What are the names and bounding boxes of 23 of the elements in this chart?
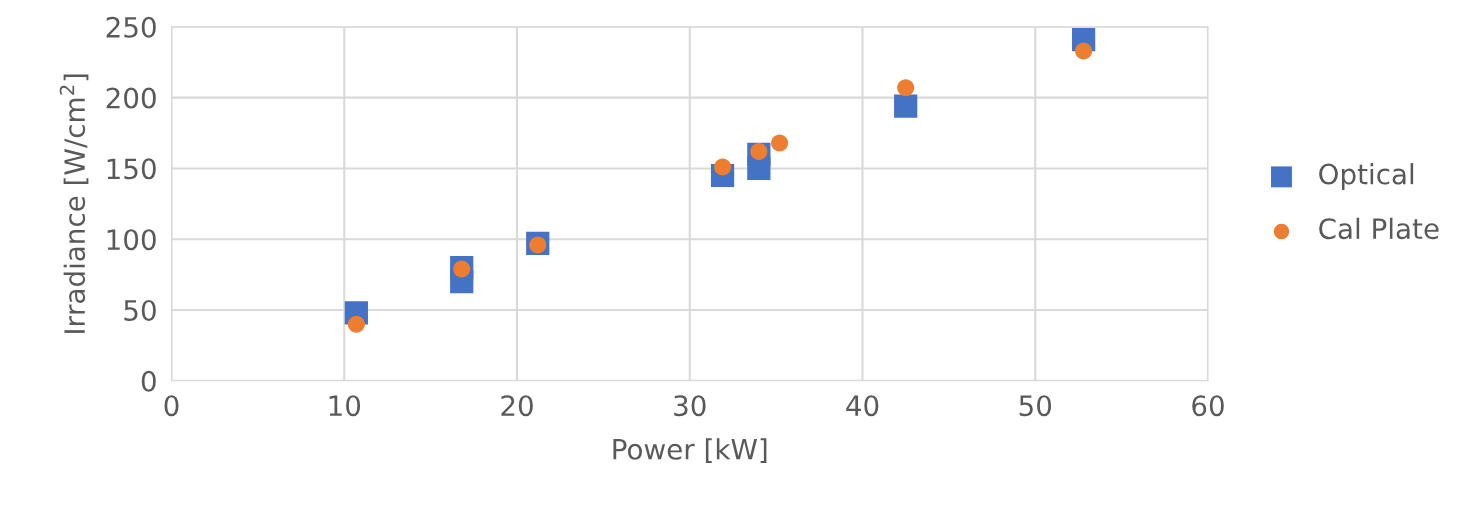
point [347,315,365,333]
x-tick-label: 60 [1192,395,1224,417]
x-tick-label: 40 [846,395,879,417]
x-tick-label: 10 [329,395,361,417]
y-axis-title: Irradiance [W/cm$^{2}$] [59,74,89,333]
y-tick-label: 150 [107,158,156,180]
y-tick-label: 100 [107,229,156,251]
point [771,134,789,152]
x-tick-label: 0 [164,395,179,417]
legend-label: Optical [1319,163,1414,190]
x-tick-label: 30 [674,395,706,417]
y-tick-label: 200 [106,87,156,109]
y-tick-label: 50 [124,299,156,321]
legend-label: Cal Plate [1319,217,1439,240]
x-tick-label: 20 [501,395,533,417]
y-tick-label: 250 [106,16,156,38]
point [1075,42,1093,60]
x-axis-title: Power [kW] [613,438,767,464]
y-tick-label: 0 [141,370,156,392]
point [747,156,771,181]
point [897,79,915,97]
x-tick-label: 50 [1019,395,1052,417]
point [894,94,918,118]
